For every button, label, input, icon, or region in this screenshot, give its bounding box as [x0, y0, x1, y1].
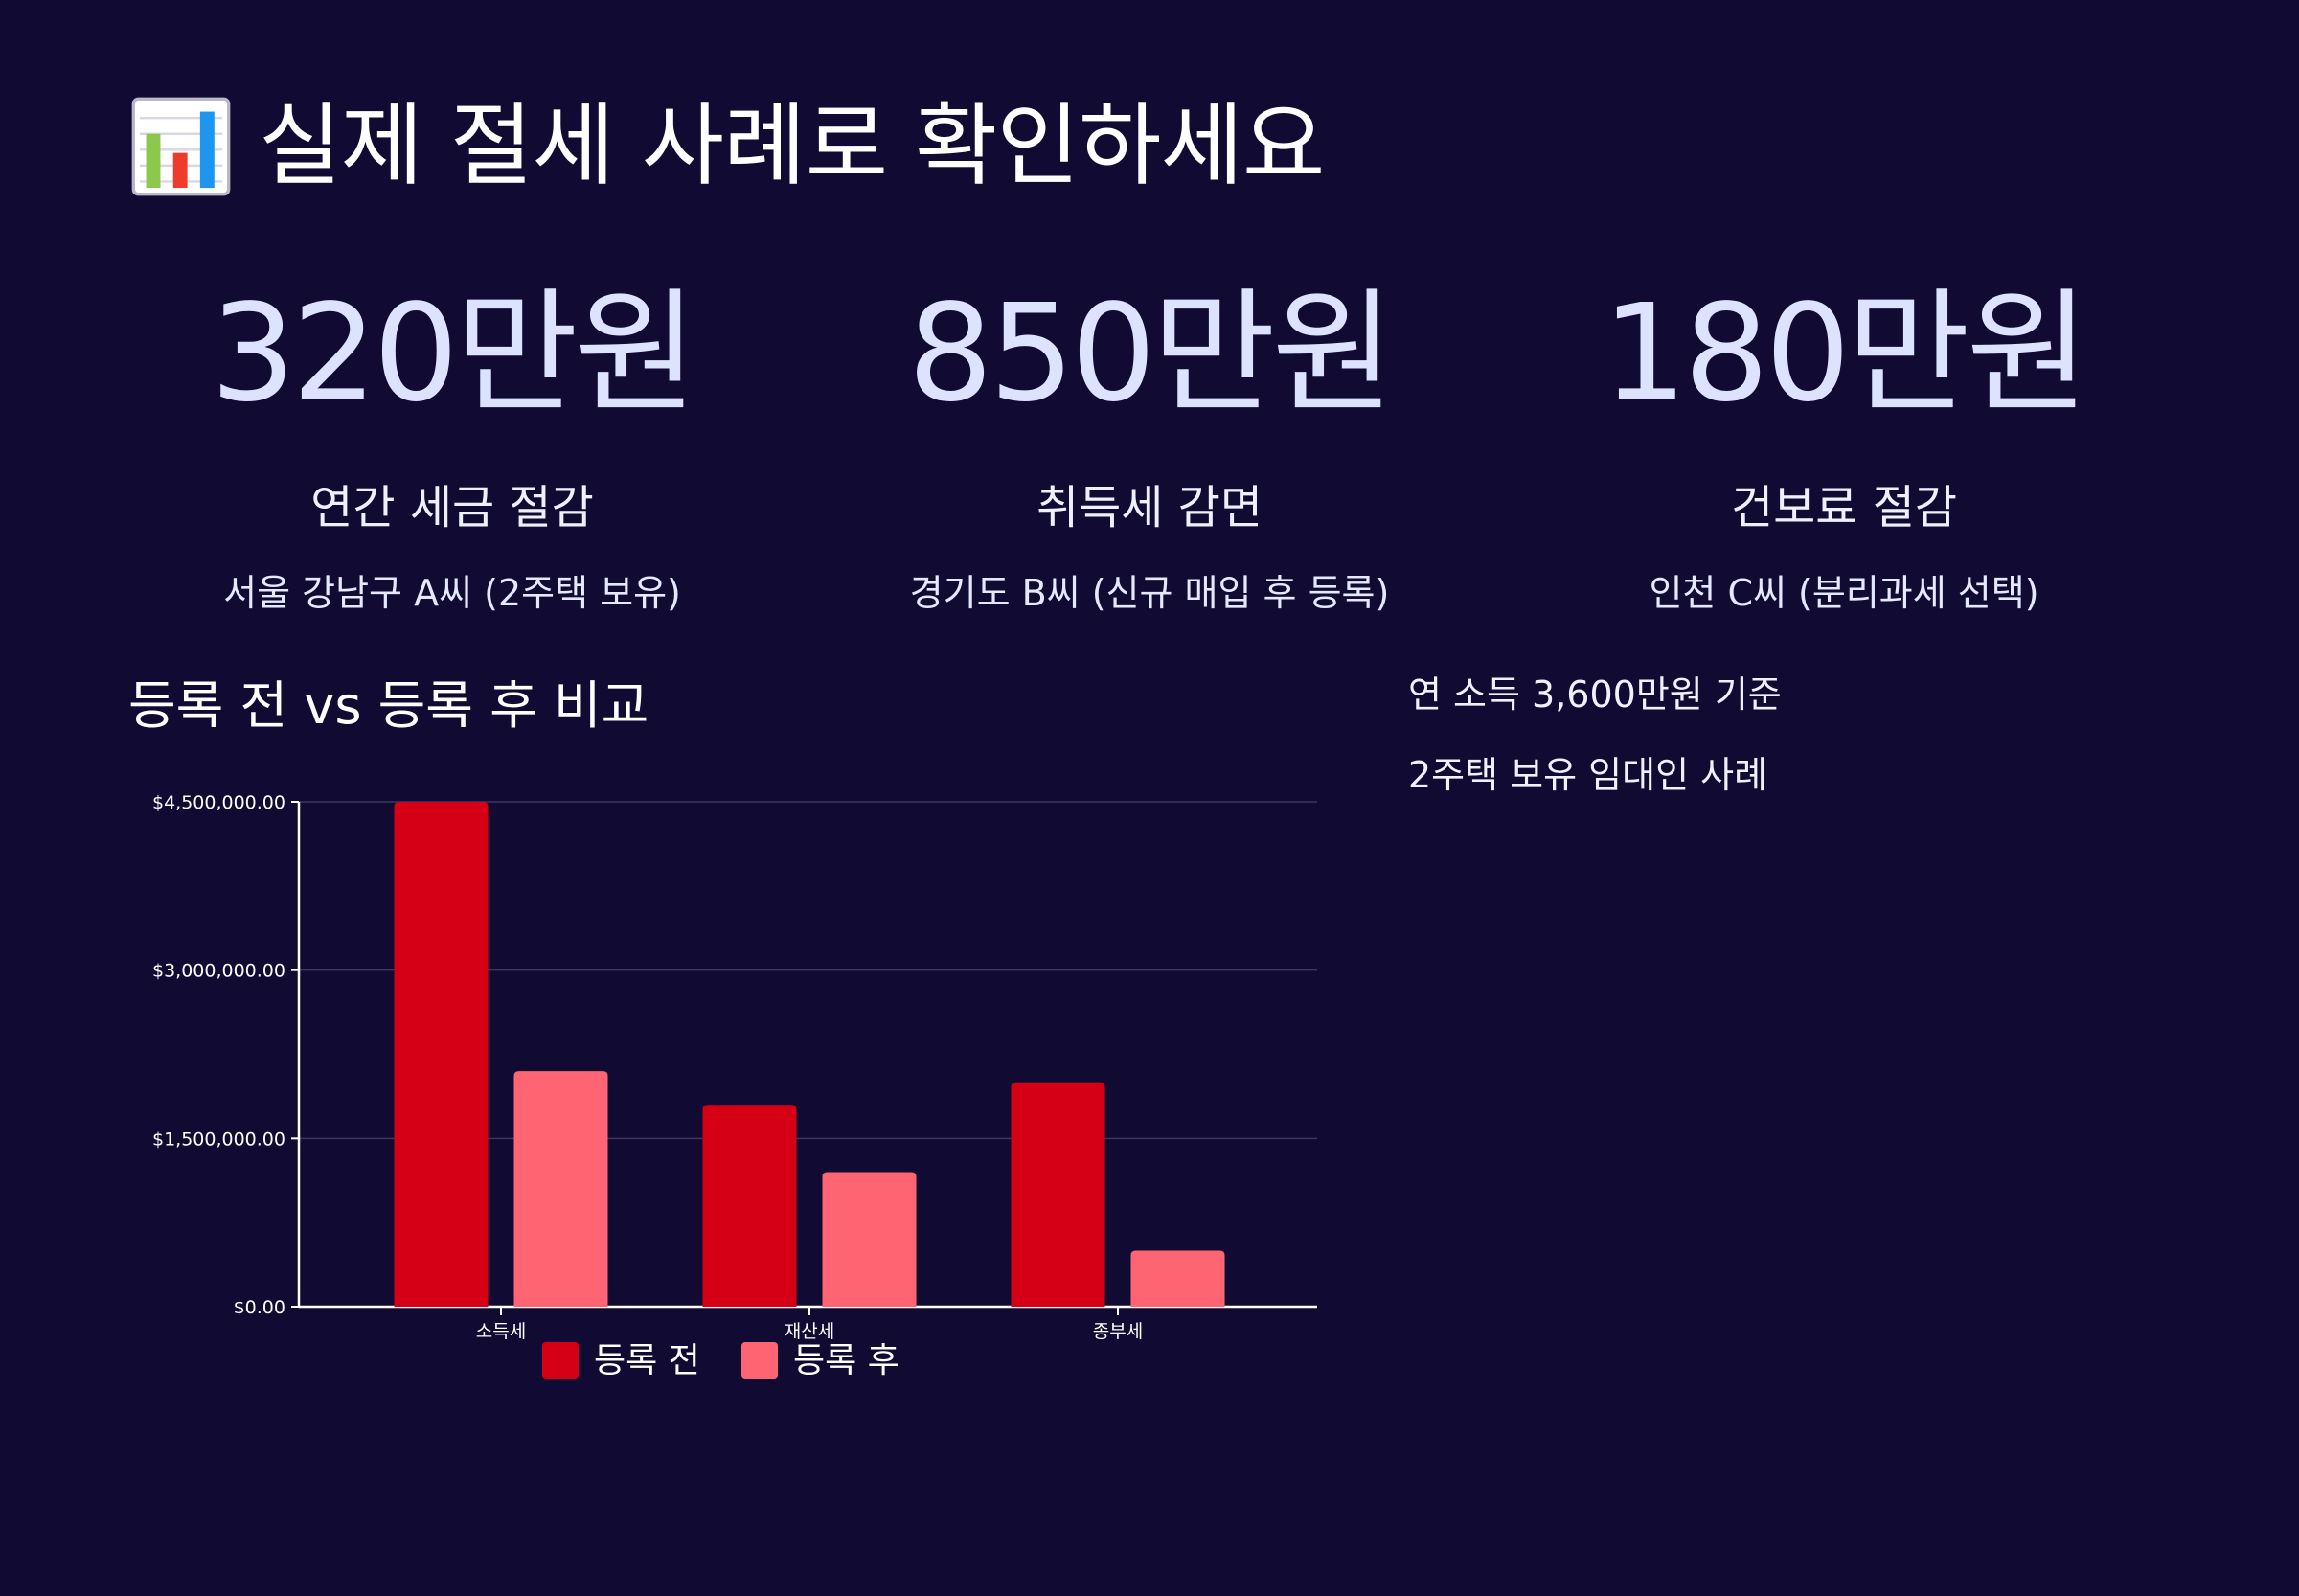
legend-swatch — [542, 1342, 579, 1379]
legend-label: 등록 후 — [793, 1341, 899, 1380]
stat-label: 건보료 절감 — [1730, 481, 1958, 535]
notes: 연 소득 3,600만원 기준 2주택 보유 임대인 사례 — [1408, 676, 1782, 837]
stat-label: 연간 세금 절감 — [310, 481, 594, 535]
y-tick-label: $3,000,000.00 — [152, 961, 285, 982]
legend-swatch — [741, 1342, 778, 1379]
note-2: 2주택 보유 임대인 사례 — [1408, 754, 1768, 796]
x-tick-label: 소득세 — [476, 1321, 526, 1342]
stat-value: 180만원 — [1602, 276, 2090, 432]
y-tick-label: $1,500,000.00 — [152, 1129, 285, 1150]
chart-title: 등록 전 vs 등록 후 비교 — [128, 675, 649, 736]
bar — [1130, 1250, 1225, 1307]
stat-sub: 인천 C씨 (분리과세 선택) — [1649, 572, 2039, 614]
stat-sub: 경기도 B씨 (신규 매입 후 등록) — [909, 572, 1390, 614]
page-title: 실제 절세 사례로 확인하세요 — [130, 94, 1325, 198]
bar-chart-icon — [131, 97, 231, 196]
bar — [394, 802, 489, 1307]
stat-label: 취득세 감면 — [1036, 481, 1263, 535]
page-title-text: 실제 절세 사례로 확인하세요 — [259, 94, 1325, 198]
stat-value: 850만원 — [907, 276, 1396, 432]
stat-card-2: 850만원 취득세 감면 경기도 B씨 (신규 매입 후 등록) — [805, 287, 1494, 616]
x-tick-label: 재산세 — [785, 1321, 834, 1342]
bar — [702, 1105, 797, 1307]
note-1: 연 소득 3,600만원 기준 — [1408, 673, 1782, 716]
stat-sub: 서울 강남구 A씨 (2주택 보유) — [223, 572, 681, 614]
stat-card-1: 320만원 연간 세금 절감 서울 강남구 A씨 (2주택 보유) — [107, 287, 797, 616]
bar — [1011, 1082, 1105, 1307]
y-tick-label: $4,500,000.00 — [152, 792, 285, 813]
bar — [822, 1172, 917, 1307]
x-tick-label: 종부세 — [1093, 1321, 1143, 1342]
stat-value: 320만원 — [210, 276, 698, 432]
y-tick-label: $0.00 — [234, 1297, 285, 1318]
legend-label: 등록 전 — [594, 1341, 700, 1380]
stat-card-3: 180만원 건보료 절감 인천 C씨 (분리과세 선택) — [1499, 287, 2189, 616]
bar — [513, 1071, 608, 1307]
